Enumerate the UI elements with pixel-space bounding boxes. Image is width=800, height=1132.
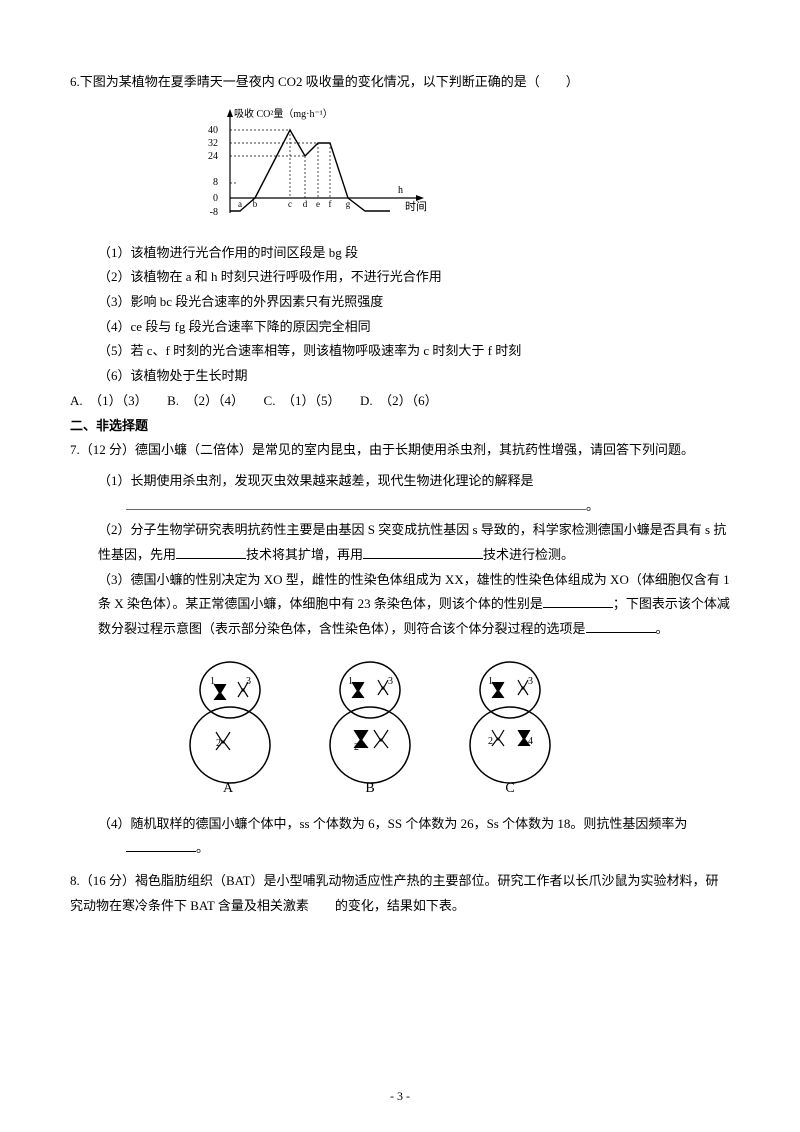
q7-sub2-c: 技术进行检测。 xyxy=(483,547,574,562)
q6-sub2: （2）该植物在 a 和 h 时刻只进行呼吸作用，不进行光合作用 xyxy=(70,265,730,290)
cell-label-b: B xyxy=(365,781,374,796)
page-number: - 3 - xyxy=(0,1085,800,1108)
blank-detect[interactable] xyxy=(363,545,483,559)
q7-sub1: （1）长期使用杀虫剂，发现灭虫效果越来越差，现代生物进化理论的解释是 xyxy=(70,469,730,494)
q7-stem: 7.（12 分）德国小蠊（二倍体）是常见的室内昆虫，由于长期使用杀虫剂，其抗药性… xyxy=(70,438,730,463)
svg-text:g: g xyxy=(346,199,351,209)
svg-text:8: 8 xyxy=(213,177,218,188)
q6-chart: 40 32 24 8 0 -8 吸收 CO²量（mg·h⁻¹） a b c d … xyxy=(190,103,730,233)
svg-text:b: b xyxy=(253,199,258,209)
q7-sub4-b: 。 xyxy=(196,840,209,855)
q6-sub6: （6）该植物处于生长时期 xyxy=(70,364,730,389)
svg-text:40: 40 xyxy=(208,125,218,136)
q6-sub3: （3）影响 bc 段光合速率的外界因素只有光照强度 xyxy=(70,290,730,315)
co2-chart-svg: 40 32 24 8 0 -8 吸收 CO²量（mg·h⁻¹） a b c d … xyxy=(190,103,450,233)
svg-text:c: c xyxy=(288,199,292,209)
q7-sub3-c: 。 xyxy=(656,621,669,636)
blank-pcr[interactable] xyxy=(176,545,246,559)
q7-sub1-blank-line: 。 xyxy=(70,494,730,519)
svg-text:f: f xyxy=(329,199,332,209)
svg-text:24: 24 xyxy=(208,151,218,162)
svg-text:0: 0 xyxy=(213,193,218,204)
cell-diagrams: 1 3 2 A 1 3 2 B 1 3 2 4 xyxy=(170,652,730,802)
svg-text:3: 3 xyxy=(528,676,533,687)
x-axis-label: 时间 xyxy=(405,200,427,213)
section-2-title: 二、非选择题 xyxy=(70,414,730,439)
svg-text:h: h xyxy=(398,185,403,196)
blank-sex[interactable] xyxy=(543,594,613,608)
q7-sub1-text: （1）长期使用杀虫剂，发现灭虫效果越来越差，现代生物进化理论的解释是 xyxy=(98,473,534,488)
q6-sub4: （4）ce 段与 fg 段光合速率下降的原因完全相同 xyxy=(70,315,730,340)
q8-stem: 8.（16 分）褐色脂肪组织（BAT）是小型哺乳动物适应性产热的主要部位。研究工… xyxy=(70,869,730,918)
svg-text:e: e xyxy=(316,199,320,209)
cell-label-a: A xyxy=(223,781,234,796)
blank-line[interactable] xyxy=(126,496,586,510)
q7-stem-text: 7.（12 分）德国小蠊（二倍体）是常见的室内昆虫，由于长期使用杀虫剂，其抗药性… xyxy=(70,442,694,457)
q7-sub2: （2）分子生物学研究表明抗药性主要是由基因 S 突变成抗性基因 s 导致的，科学… xyxy=(70,518,730,567)
q7-sub3: （3）德国小蠊的性别决定为 XO 型，雌性的性染色体组成为 XX，雄性的性染色体… xyxy=(70,568,730,642)
svg-text:1: 1 xyxy=(488,676,493,687)
q7-sub1-tail: 。 xyxy=(586,498,599,513)
svg-text:3: 3 xyxy=(388,676,393,687)
q6-sub5: （5）若 c、f 时刻的光合速率相等，则该植物呼吸速率为 c 时刻大于 f 时刻 xyxy=(70,339,730,364)
q6-options: A. （1）（3） B. （2）（4） C. （1）（5） D. （2）（6） xyxy=(70,389,730,414)
q7-sub4: （4）随机取样的德国小蠊个体中，ss 个体数为 6，SS 个体数为 26，Ss … xyxy=(70,812,730,837)
q6-stem: 6.下图为某植物在夏季晴天一昼夜内 CO2 吸收量的变化情况，以下判断正确的是（… xyxy=(70,70,730,95)
svg-text:-8: -8 xyxy=(210,207,218,218)
cell-label-c: C xyxy=(505,781,514,796)
y-axis-label: 吸收 CO²量（mg·h⁻¹） xyxy=(234,107,333,120)
q7-sub4-a: （4）随机取样的德国小蠊个体中，ss 个体数为 6，SS 个体数为 26，Ss … xyxy=(98,816,687,831)
blank-option[interactable] xyxy=(586,619,656,633)
q7-sub2-b: 技术将其扩增，再用 xyxy=(246,547,363,562)
svg-text:1: 1 xyxy=(348,676,353,687)
cell-svg: 1 3 2 A 1 3 2 B 1 3 2 4 xyxy=(170,652,590,802)
svg-text:32: 32 xyxy=(208,138,218,149)
svg-text:a: a xyxy=(238,199,242,209)
blank-freq[interactable] xyxy=(126,838,196,852)
q7-sub4-blank: 。 xyxy=(70,836,730,861)
q6-sub1: （1）该植物进行光合作用的时间区段是 bg 段 xyxy=(70,241,730,266)
svg-text:d: d xyxy=(303,199,308,209)
